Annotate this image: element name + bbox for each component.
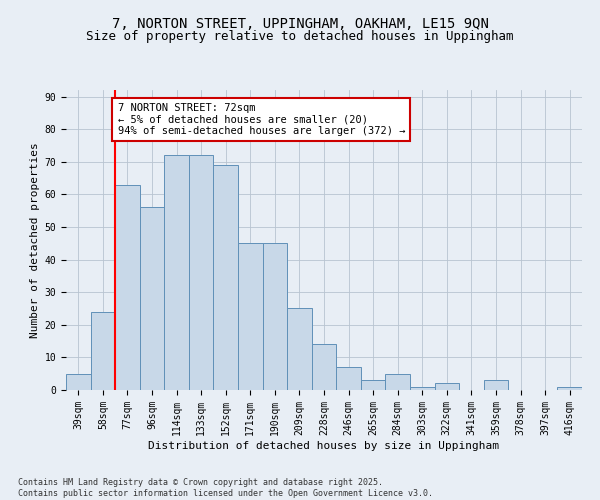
Text: 7, NORTON STREET, UPPINGHAM, OAKHAM, LE15 9QN: 7, NORTON STREET, UPPINGHAM, OAKHAM, LE1… bbox=[112, 18, 488, 32]
Bar bbox=[189, 155, 214, 390]
Bar bbox=[287, 308, 312, 390]
X-axis label: Distribution of detached houses by size in Uppingham: Distribution of detached houses by size … bbox=[149, 440, 499, 450]
Bar bbox=[91, 312, 115, 390]
Bar bbox=[140, 208, 164, 390]
Bar bbox=[214, 165, 238, 390]
Bar bbox=[336, 367, 361, 390]
Bar bbox=[557, 386, 582, 390]
Text: 7 NORTON STREET: 72sqm
← 5% of detached houses are smaller (20)
94% of semi-deta: 7 NORTON STREET: 72sqm ← 5% of detached … bbox=[118, 103, 405, 136]
Y-axis label: Number of detached properties: Number of detached properties bbox=[31, 142, 40, 338]
Bar bbox=[385, 374, 410, 390]
Bar bbox=[115, 184, 140, 390]
Bar bbox=[164, 155, 189, 390]
Bar bbox=[410, 386, 434, 390]
Bar bbox=[238, 244, 263, 390]
Bar bbox=[263, 244, 287, 390]
Bar bbox=[312, 344, 336, 390]
Bar bbox=[361, 380, 385, 390]
Bar bbox=[434, 384, 459, 390]
Text: Contains HM Land Registry data © Crown copyright and database right 2025.
Contai: Contains HM Land Registry data © Crown c… bbox=[18, 478, 433, 498]
Bar bbox=[484, 380, 508, 390]
Bar bbox=[66, 374, 91, 390]
Text: Size of property relative to detached houses in Uppingham: Size of property relative to detached ho… bbox=[86, 30, 514, 43]
